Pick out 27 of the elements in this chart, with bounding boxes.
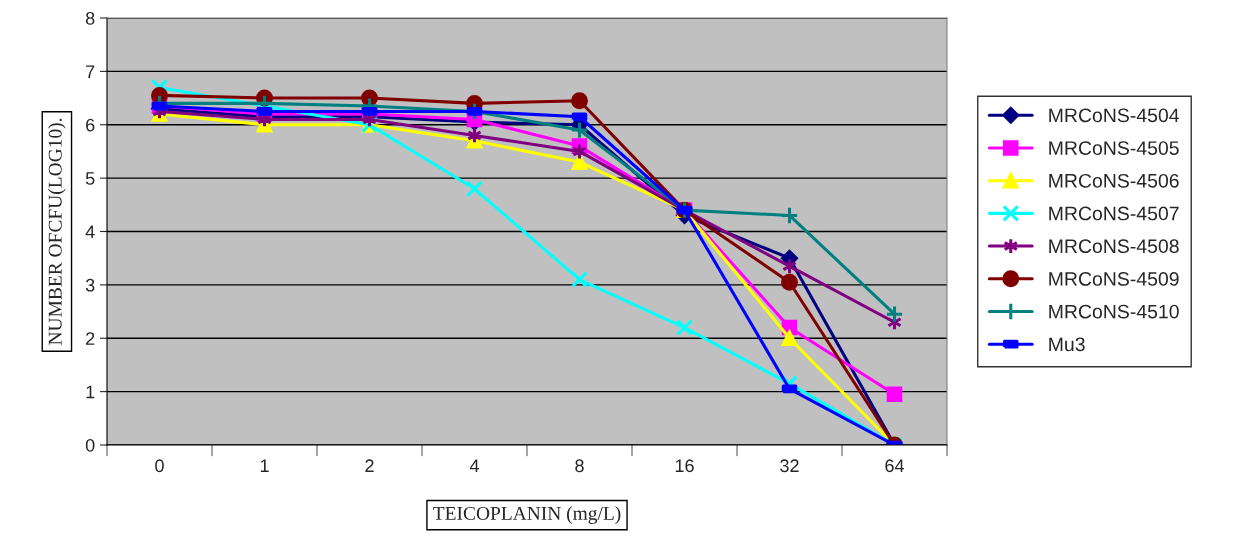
legend-label: MRCoNS-4508 xyxy=(1049,239,1179,254)
legend-label: MRCoNS-4509 xyxy=(1049,272,1179,286)
y-tick-label: 3 xyxy=(85,278,95,292)
y-tick-label: 0 xyxy=(85,438,95,452)
x-tick-label: 32 xyxy=(780,459,799,473)
legend-label: MRCoNS-4507 xyxy=(1049,206,1179,221)
y-axis-title: NUMBER OFCFU(LOG10). xyxy=(48,118,66,345)
x-tick-label: 4 xyxy=(469,459,479,472)
x-tick-label: 8 xyxy=(575,459,584,473)
legend-label: MRCoNS-4510 xyxy=(1049,304,1179,319)
x-tick-label: 1 xyxy=(260,459,269,472)
x-tick-label: 2 xyxy=(365,459,374,472)
y-tick-label: 7 xyxy=(86,65,95,78)
y-tick-label: 5 xyxy=(85,172,95,185)
x-tick-label: 16 xyxy=(675,459,694,473)
y-tick-label: 1 xyxy=(86,385,95,399)
y-tick-label: 6 xyxy=(86,118,95,132)
x-axis-title: TEICOPLANIN (mg/L) xyxy=(433,506,621,524)
y-tick-label: 8 xyxy=(85,11,95,25)
legend-label: MRCoNS-4504 xyxy=(1049,108,1179,123)
y-tick-label: 4 xyxy=(85,225,95,239)
legend-label: MRCoNS-4506 xyxy=(1049,173,1179,188)
x-tick-label: 0 xyxy=(155,459,164,473)
x-tick-label: 64 xyxy=(885,459,905,473)
legend-label: MRCoNS-4505 xyxy=(1049,141,1179,155)
y-tick-label: 2 xyxy=(86,332,95,345)
legend-label: Mu3 xyxy=(1049,337,1085,352)
